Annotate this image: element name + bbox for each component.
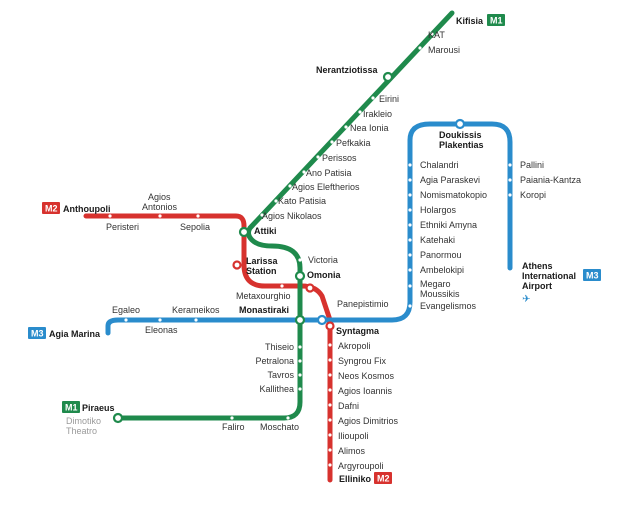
station-megaro-line1[interactable]: Megaro [420,279,451,289]
station-thiseio[interactable]: Thiseio [265,342,294,352]
station-nerantziotissa[interactable]: Nerantziotissa [316,65,379,75]
station-megaro-line2[interactable]: Moussikis [420,289,460,299]
station-agios-nikolaos[interactable]: Agios Nikolaos [262,211,322,221]
station-argyroupoli[interactable]: Argyroupoli [338,461,384,471]
station-agios-dimitrios[interactable]: Agios Dimitrios [338,416,399,426]
station-agios-antonios-line2[interactable]: Antonios [142,202,178,212]
station-ano-patisia[interactable]: Ano Patisia [306,168,352,178]
station-attiki[interactable]: Attiki [254,226,277,236]
station-larissa-line1[interactable]: Larissa [246,256,279,266]
station-kerameikos[interactable]: Kerameikos [172,305,220,315]
station-ticks [108,32,512,467]
station-omonia[interactable]: Omonia [307,270,341,280]
station-perissos[interactable]: Perissos [322,153,357,163]
station-larissa-line2[interactable]: Station [246,266,277,276]
omonia-m2-interchange [305,283,315,293]
station-irakleio[interactable]: Irakleio [363,109,392,119]
line-m3 [105,121,513,336]
piraeus-terminus [112,412,124,424]
station-pallini[interactable]: Pallini [520,160,544,170]
station-eirini[interactable]: Eirini [379,94,399,104]
larissa-interchange [232,260,242,270]
station-tavros[interactable]: Tavros [267,370,294,380]
svg-text:M3: M3 [31,329,44,339]
svg-text:M2: M2 [377,474,390,484]
station-akropoli[interactable]: Akropoli [338,341,371,351]
station-holargos[interactable]: Holargos [420,205,457,215]
syntagma-m2-interchange [325,321,335,331]
station-peristeri[interactable]: Peristeri [106,222,139,232]
station-ilioupoli[interactable]: Ilioupoli [338,431,369,441]
station-airport-line1[interactable]: Athens [522,261,553,271]
badge-m3-airport: M3 [583,269,601,281]
station-metaxourghio[interactable]: Metaxourghio [236,291,291,301]
station-alimos[interactable]: Alimos [338,446,366,456]
station-elliniko[interactable]: Elliniko [339,474,372,484]
station-pefkakia[interactable]: Pefkakia [336,138,371,148]
station-dimotiko-line1[interactable]: Dimotiko [66,416,101,426]
svg-text:M2: M2 [45,204,58,214]
station-sepolia[interactable]: Sepolia [180,222,210,232]
station-ethniki-amyna[interactable]: Ethniki Amyna [420,220,477,230]
badge-m3-west: M3 [28,327,46,339]
station-kat[interactable]: KAT [428,30,445,40]
nerantziotissa-interchange [382,71,394,83]
svg-text:M1: M1 [65,403,78,413]
station-dafni[interactable]: Dafni [338,401,359,411]
svg-text:M3: M3 [586,271,599,281]
svg-text:M1: M1 [490,16,503,26]
station-monastiraki[interactable]: Monastiraki [239,305,289,315]
station-evangelismos[interactable]: Evangelismos [420,301,477,311]
station-moschato[interactable]: Moschato [260,422,299,432]
station-syntagma[interactable]: Syntagma [336,326,380,336]
badge-m1-south: M1 [62,401,80,413]
station-panormou[interactable]: Panormou [420,250,462,260]
attiki-interchange [238,226,250,238]
station-katehaki[interactable]: Katehaki [420,235,455,245]
station-marousi[interactable]: Marousi [428,45,460,55]
doukissis-interchange [454,118,466,130]
line-m1 [115,10,455,421]
station-agios-eleftherios[interactable]: Agios Eleftherios [292,182,360,192]
station-agios-antonios-line1[interactable]: Agios [148,192,171,202]
station-panepistimio[interactable]: Panepistimio [337,299,389,309]
station-agios-ioannis[interactable]: Agios Ioannis [338,386,393,396]
station-petralona[interactable]: Petralona [255,356,294,366]
station-agia-paraskevi[interactable]: Agia Paraskevi [420,175,480,185]
line-m2 [83,213,333,483]
station-nomismatokopio[interactable]: Nomismatokopio [420,190,487,200]
badge-m1-north: M1 [487,14,505,26]
station-kallithea[interactable]: Kallithea [259,384,294,394]
station-doukissis-line1[interactable]: Doukissis [439,130,482,140]
station-victoria[interactable]: Victoria [308,255,338,265]
station-kifisia[interactable]: Kifisia [456,16,484,26]
station-faliro[interactable]: Faliro [222,422,245,432]
station-koropi[interactable]: Koropi [520,190,546,200]
station-anthoupoli[interactable]: Anthoupoli [63,204,110,214]
station-airport-line3[interactable]: Airport [522,281,552,291]
station-neos-kosmos[interactable]: Neos Kosmos [338,371,395,381]
station-dimotiko-line2[interactable]: Theatro [66,426,97,436]
station-piraeus[interactable]: Piraeus [82,403,115,413]
station-paiania-kantza[interactable]: Paiania-Kantza [520,175,581,185]
station-chalandri[interactable]: Chalandri [420,160,459,170]
station-airport-line2[interactable]: International [522,271,576,281]
badge-m2-west: M2 [42,202,60,214]
station-doukissis-line2[interactable]: Plakentias [439,140,484,150]
station-ambelokipi[interactable]: Ambelokipi [420,265,464,275]
station-eleonas[interactable]: Eleonas [145,325,178,335]
station-kato-patisia[interactable]: Kato Patisia [278,196,326,206]
station-nea-ionia[interactable]: Nea Ionia [350,123,389,133]
omonia-interchange [294,270,306,282]
airplane-icon: ✈ [522,294,530,305]
station-agia-marina[interactable]: Agia Marina [49,329,101,339]
station-syngrou-fix[interactable]: Syngrou Fix [338,356,387,366]
monastiraki-interchange [294,314,306,326]
badge-m2-south: M2 [374,472,392,484]
syntagma-interchange [316,314,328,326]
station-egaleo[interactable]: Egaleo [112,305,140,315]
